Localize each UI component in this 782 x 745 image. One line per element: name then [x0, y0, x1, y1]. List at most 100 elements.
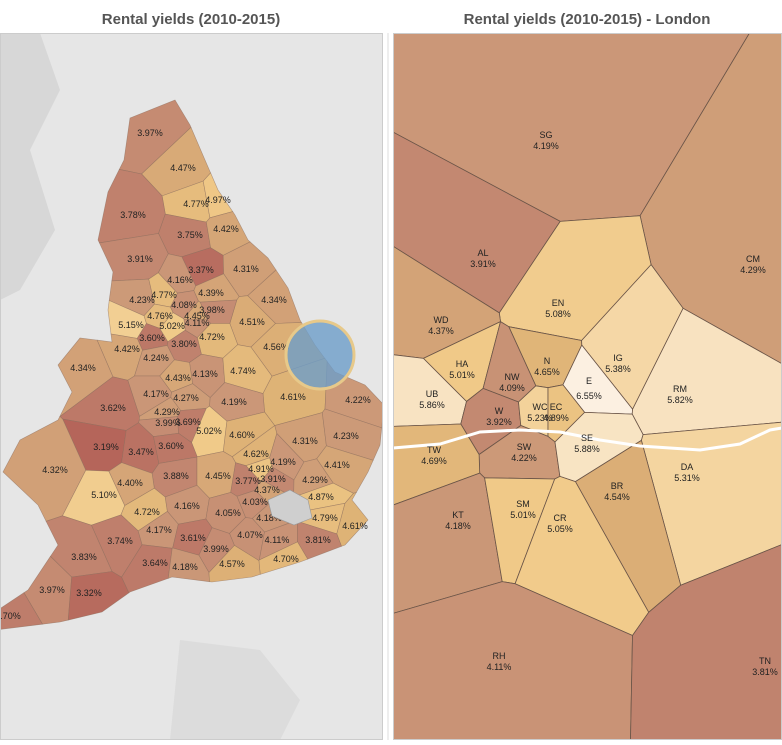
watermark-logo [286, 321, 354, 389]
panel-title: Rental yields (2010-2015) - London [464, 11, 711, 28]
region-label: 4.91% [248, 464, 274, 474]
region-value: 4.37% [428, 326, 454, 336]
region-label: 4.70% [273, 554, 299, 564]
region-label: 3.91% [260, 474, 286, 484]
region-label: 4.42% [114, 344, 140, 354]
region-code: SW [517, 442, 532, 452]
region-label: 4.77% [151, 290, 177, 300]
region-label: 4.17% [146, 525, 172, 535]
region-value: 5.38% [605, 364, 631, 374]
region-code: KT [452, 510, 464, 520]
region-label: 3.91% [127, 254, 153, 264]
region-code: N [544, 356, 551, 366]
region-value: 3.91% [470, 259, 496, 269]
region-label: 4.60% [229, 430, 255, 440]
region-code: CM [746, 254, 760, 264]
region-label: 4.72% [134, 507, 160, 517]
region-label: 3.78% [120, 210, 146, 220]
region-value: 4.18% [445, 521, 471, 531]
region-code: AL [477, 248, 488, 258]
region-label: 4.05% [215, 508, 241, 518]
region-label: 4.41% [324, 460, 350, 470]
region-value: 5.08% [545, 309, 571, 319]
region-label: 4.57% [219, 559, 245, 569]
region-code: W [495, 406, 504, 416]
region-label: 4.37% [254, 485, 280, 495]
region-value: 5.31% [674, 473, 700, 483]
region-code: UB [426, 389, 439, 399]
region-label: 4.27% [173, 393, 199, 403]
region-label: 3.97% [39, 585, 65, 595]
region-code: WD [434, 315, 449, 325]
region-code: HA [456, 359, 469, 369]
region-label: 4.72% [199, 332, 225, 342]
region-value: 4.19% [533, 141, 559, 151]
region-label: 3.32% [76, 588, 102, 598]
region-label: 4.07% [237, 530, 263, 540]
region-label: 4.23% [333, 431, 359, 441]
region-code: BR [611, 481, 624, 491]
region-label: 3.99% [203, 544, 229, 554]
region-label: 4.19% [221, 397, 247, 407]
region-code: IG [613, 353, 623, 363]
region-code: RM [673, 384, 687, 394]
region-label: 4.03% [242, 497, 268, 507]
region-label: 4.29% [154, 407, 180, 417]
region-label: 3.62% [100, 403, 126, 413]
region-code: RH [493, 651, 506, 661]
region-label: 4.40% [117, 478, 143, 488]
region-label: 4.16% [174, 501, 200, 511]
region-label: 4.17% [143, 389, 169, 399]
region-label: 4.22% [345, 395, 371, 405]
region-code: SE [581, 433, 593, 443]
region-label: 3.61% [180, 533, 206, 543]
region-label: 5.10% [91, 490, 117, 500]
region-label: 3.60% [139, 333, 165, 343]
region-label: 4.16% [167, 275, 193, 285]
region-value: 4.09% [499, 383, 525, 393]
region-label: 4.34% [70, 363, 96, 373]
region-label: 4.11% [185, 318, 210, 328]
region-label: 4.08% [171, 300, 197, 310]
london-map: SG4.19%AL3.91%CM4.29%EN5.08%WD4.37%HA5.0… [393, 33, 782, 740]
region-label: 5.15% [118, 320, 144, 330]
region-value: 5.01% [510, 510, 536, 520]
region-value: 4.69% [421, 456, 447, 466]
region-label: 3.81% [305, 535, 331, 545]
region-code: NW [505, 372, 520, 382]
region-label: 4.34% [261, 295, 287, 305]
region-code: WC [533, 402, 548, 412]
region-code: TN [759, 656, 771, 666]
region-value: 3.81% [752, 667, 778, 677]
region-value: 5.82% [667, 395, 693, 405]
region-code: CR [554, 513, 567, 523]
region-label: 4.87% [308, 492, 334, 502]
region-label: 4.18% [172, 562, 198, 572]
region-label: 5.02% [159, 321, 185, 331]
region-code: DA [681, 462, 694, 472]
region-label: 3.83% [71, 552, 97, 562]
region-label: 4.13% [192, 369, 218, 379]
region-value: 6.55% [576, 391, 602, 401]
region-label: 4.31% [233, 264, 259, 274]
region-code: SM [516, 499, 530, 509]
region-label: 4.39% [198, 288, 224, 298]
region-label: 4.47% [170, 163, 196, 173]
region-code: TW [427, 445, 441, 455]
region-label: 3.64% [142, 558, 168, 568]
region-value: 3.92% [486, 417, 512, 427]
region-code: EN [552, 298, 565, 308]
region-value: 4.29% [740, 265, 766, 275]
region-label: 4.79% [312, 513, 338, 523]
region-value: 4.89% [543, 413, 569, 423]
region-value: 4.22% [511, 453, 537, 463]
region-label: 4.19% [270, 457, 296, 467]
region-label: 4.32% [42, 465, 68, 475]
region-code: E [586, 376, 592, 386]
region-label: 3.47% [128, 447, 154, 457]
region-code: SG [539, 130, 552, 140]
region-label: 4.43% [165, 373, 191, 383]
region-label: 3.88% [163, 471, 189, 481]
